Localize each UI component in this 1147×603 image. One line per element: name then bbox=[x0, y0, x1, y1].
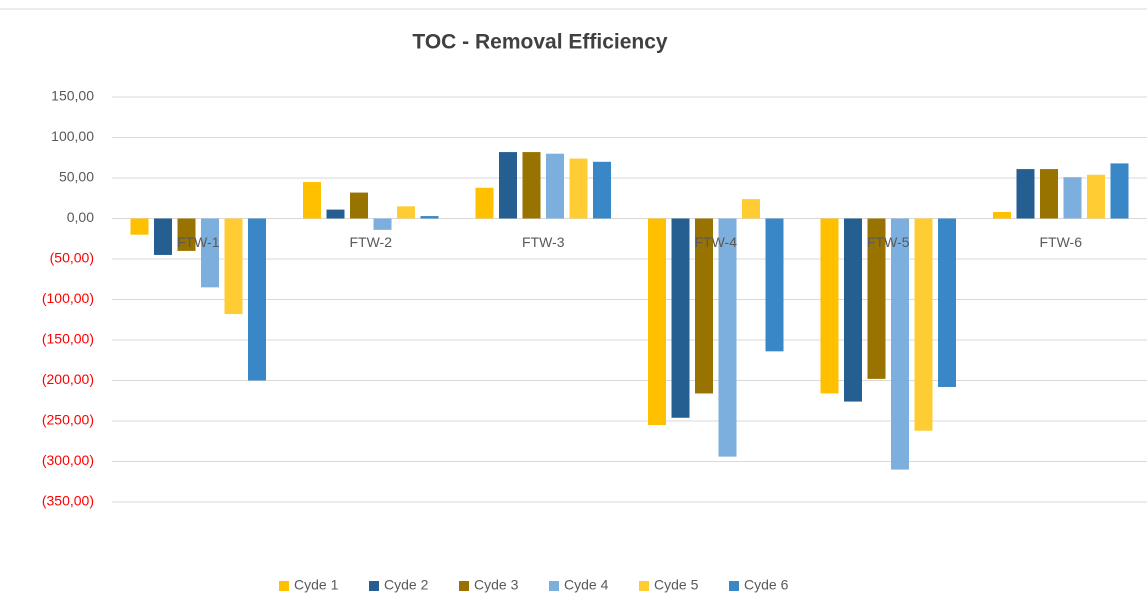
bar bbox=[130, 218, 149, 235]
bar bbox=[475, 187, 494, 219]
y-tick-label: (50,00) bbox=[50, 250, 94, 266]
bar bbox=[742, 199, 760, 219]
bar bbox=[1063, 177, 1082, 219]
bar bbox=[248, 218, 266, 381]
bar bbox=[844, 218, 862, 402]
bar bbox=[718, 218, 737, 457]
bar bbox=[1087, 174, 1105, 219]
bar bbox=[350, 192, 368, 219]
legend-swatch bbox=[369, 581, 379, 591]
legend-label: Cyde 3 bbox=[474, 577, 519, 593]
bar bbox=[499, 152, 517, 219]
bar bbox=[938, 218, 956, 387]
bar bbox=[593, 161, 611, 219]
legend-swatch bbox=[639, 581, 649, 591]
y-tick-label: (200,00) bbox=[42, 371, 94, 387]
bar bbox=[522, 152, 541, 219]
y-tick-label: (250,00) bbox=[42, 412, 94, 428]
legend-label: Cyde 4 bbox=[564, 577, 609, 593]
y-tick-label: (350,00) bbox=[42, 493, 94, 509]
legend-label: Cyde 1 bbox=[294, 577, 339, 593]
y-tick-label: 0,00 bbox=[67, 209, 94, 225]
y-tick-label: 150,00 bbox=[51, 88, 94, 104]
y-tick-label: (150,00) bbox=[42, 331, 94, 347]
x-tick-label: FTW-6 bbox=[1039, 234, 1082, 250]
bar bbox=[546, 153, 564, 219]
legend-swatch bbox=[279, 581, 289, 591]
x-tick-label: FTW-1 bbox=[177, 234, 220, 250]
bar bbox=[397, 206, 415, 219]
bar bbox=[891, 218, 909, 470]
bar bbox=[303, 182, 321, 219]
bar bbox=[224, 218, 243, 315]
legend-swatch bbox=[459, 581, 469, 591]
bar bbox=[695, 218, 713, 394]
legend-label: Cyde 5 bbox=[654, 577, 699, 593]
bar bbox=[648, 218, 666, 426]
legend-swatch bbox=[729, 581, 739, 591]
bar bbox=[867, 218, 886, 379]
x-tick-label: FTW-2 bbox=[349, 234, 392, 250]
bar bbox=[373, 218, 392, 230]
bar bbox=[1040, 169, 1058, 219]
bar bbox=[671, 218, 690, 418]
bar bbox=[765, 218, 784, 352]
y-tick-label: 100,00 bbox=[51, 128, 94, 144]
bar bbox=[177, 218, 196, 251]
x-tick-label: FTW-4 bbox=[694, 234, 737, 250]
bar bbox=[201, 218, 219, 288]
y-tick-label: (100,00) bbox=[42, 290, 94, 306]
y-tick-label: (300,00) bbox=[42, 452, 94, 468]
legend-label: Cyde 2 bbox=[384, 577, 429, 593]
x-tick-label: FTW-5 bbox=[867, 234, 910, 250]
bar bbox=[993, 212, 1011, 219]
bar bbox=[1016, 169, 1035, 219]
bar bbox=[154, 218, 172, 255]
bar bbox=[326, 209, 345, 219]
chart-title: TOC - Removal Efficiency bbox=[412, 31, 668, 54]
bar bbox=[914, 218, 933, 431]
bar bbox=[420, 216, 439, 219]
x-tick-label: FTW-3 bbox=[522, 234, 565, 250]
legend-swatch bbox=[549, 581, 559, 591]
bar bbox=[1110, 163, 1129, 219]
bar bbox=[569, 158, 588, 219]
legend-label: Cyde 6 bbox=[744, 577, 789, 593]
y-tick-label: 50,00 bbox=[59, 169, 94, 185]
bar bbox=[820, 218, 839, 394]
